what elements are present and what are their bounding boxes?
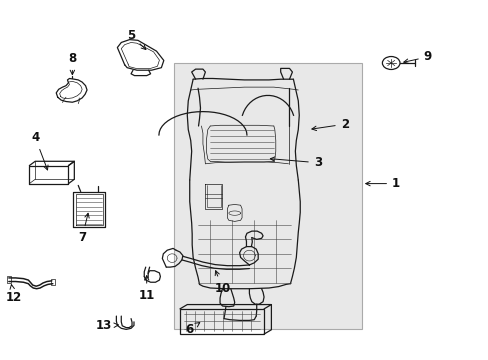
Bar (180, 309, 264, 334)
Text: 9: 9 (403, 50, 431, 63)
Text: 7: 7 (78, 213, 89, 244)
Bar (173, 63, 361, 329)
Text: 11: 11 (138, 276, 155, 302)
Bar (51, 279, 55, 285)
Text: 13: 13 (95, 319, 118, 332)
Text: 12: 12 (5, 284, 22, 304)
Text: 6: 6 (185, 323, 199, 336)
Text: 3: 3 (270, 156, 321, 169)
Text: 4: 4 (31, 131, 48, 170)
Text: 1: 1 (365, 177, 399, 190)
Text: 5: 5 (127, 29, 145, 50)
Bar (7, 276, 11, 283)
Text: 10: 10 (214, 271, 230, 294)
Text: 2: 2 (311, 118, 348, 131)
Text: 8: 8 (68, 52, 76, 75)
